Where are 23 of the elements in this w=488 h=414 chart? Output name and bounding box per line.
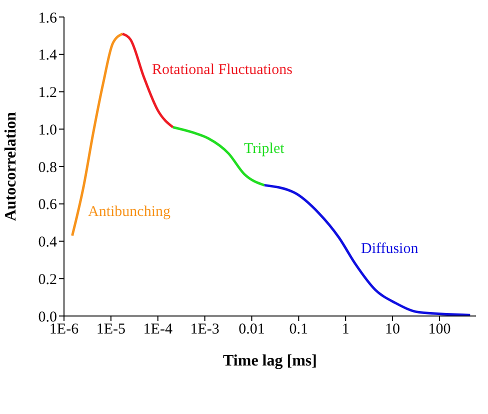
series-label: Diffusion (361, 241, 418, 258)
y-tick-label: 0.4 (38, 234, 58, 251)
y-tick-label: 0.2 (38, 272, 57, 288)
series-label: Rotational Fluctuations (152, 62, 292, 79)
y-tick-label: 1.4 (38, 48, 58, 64)
x-tick-label: 0.1 (289, 322, 308, 338)
x-tick-label: 1 (342, 322, 350, 338)
y-tick-label: 0.8 (38, 160, 57, 176)
y-tick-label: 1.0 (38, 122, 57, 138)
x-tick-label: 1E-6 (49, 322, 80, 338)
y-tick-label: 1.6 (38, 10, 58, 26)
x-tick-label: 1E-3 (190, 322, 220, 338)
series-label: Antibunching (88, 204, 170, 221)
x-tick-label: 1E-4 (143, 322, 173, 338)
y-tick-label: 1.2 (38, 85, 57, 102)
x-tick-label: 1E-5 (96, 322, 126, 338)
series-label: Triplet (244, 141, 284, 158)
y-axis-title: Autocorrelation (2, 112, 20, 222)
x-tick-label: 100 (428, 322, 451, 338)
y-tick-label: 0.6 (38, 197, 58, 214)
x-tick-label: 0.01 (238, 322, 265, 338)
x-axis-title: Time lag [ms] (223, 352, 317, 370)
x-tick-label: 10 (385, 322, 400, 338)
